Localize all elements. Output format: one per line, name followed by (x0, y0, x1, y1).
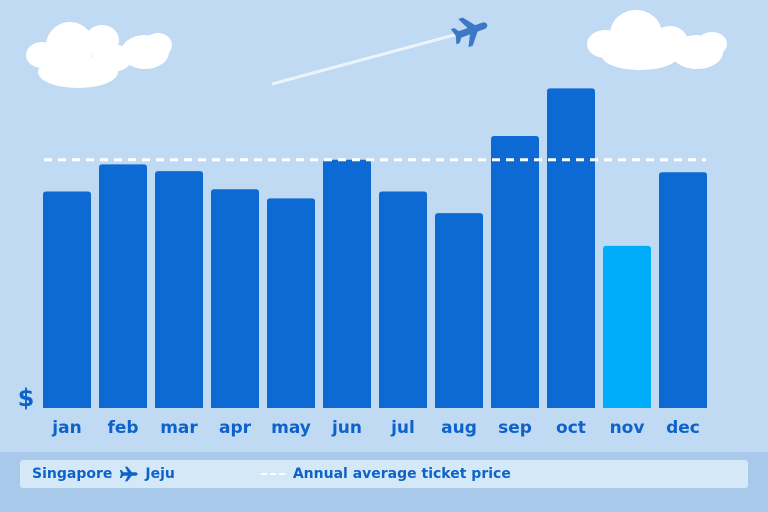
bar-dec (659, 172, 707, 408)
cloud-icon-left (26, 22, 172, 88)
bar-aug (435, 213, 483, 408)
chart: jan feb mar apr may jun jul aug sep oct nov dec $ (18, 10, 727, 438)
x-tick-label-aug: aug (441, 418, 477, 438)
dashed-line-swatch (260, 473, 285, 475)
x-tick-label-jul: jul (390, 418, 415, 438)
legend: Singapore Jeju Annual average ticket pri… (20, 460, 748, 488)
bar-sep (491, 136, 539, 408)
x-tick-label-jun: jun (331, 418, 362, 438)
destination-label: Jeju (145, 466, 175, 482)
y-axis-label: $ (18, 384, 35, 412)
x-tick-label-may: may (271, 418, 311, 438)
x-tick-label-sep: sep (498, 418, 532, 438)
bar-apr (211, 189, 259, 408)
bars-group (43, 88, 707, 409)
contrail (271, 32, 459, 86)
bar-mar (155, 171, 203, 408)
bar-oct (547, 88, 595, 409)
airplane-icon (120, 466, 138, 482)
average-legend: Annual average ticket price (260, 466, 511, 482)
bar-jan (43, 191, 91, 408)
x-tick-label-mar: mar (160, 418, 198, 438)
origin-label: Singapore (32, 466, 113, 482)
x-tick-labels: jan feb mar apr may jun jul aug sep oct nov dec (51, 418, 700, 438)
average-legend-label: Annual average ticket price (292, 466, 511, 482)
x-tick-label-apr: apr (219, 418, 252, 438)
cloud-icon-right (587, 10, 727, 70)
x-tick-label-nov: nov (610, 418, 645, 438)
route-legend: Singapore Jeju (32, 466, 175, 482)
bar-jul (379, 191, 427, 408)
bar-may (267, 198, 315, 408)
x-tick-label-feb: feb (107, 418, 138, 438)
bar-feb (99, 164, 147, 408)
x-tick-label-dec: dec (666, 418, 700, 438)
bar-jun (323, 159, 371, 408)
bar-nov (603, 245, 651, 408)
x-tick-label-jan: jan (51, 418, 81, 438)
x-tick-label-oct: oct (556, 418, 586, 438)
airplane-icon (450, 17, 488, 48)
